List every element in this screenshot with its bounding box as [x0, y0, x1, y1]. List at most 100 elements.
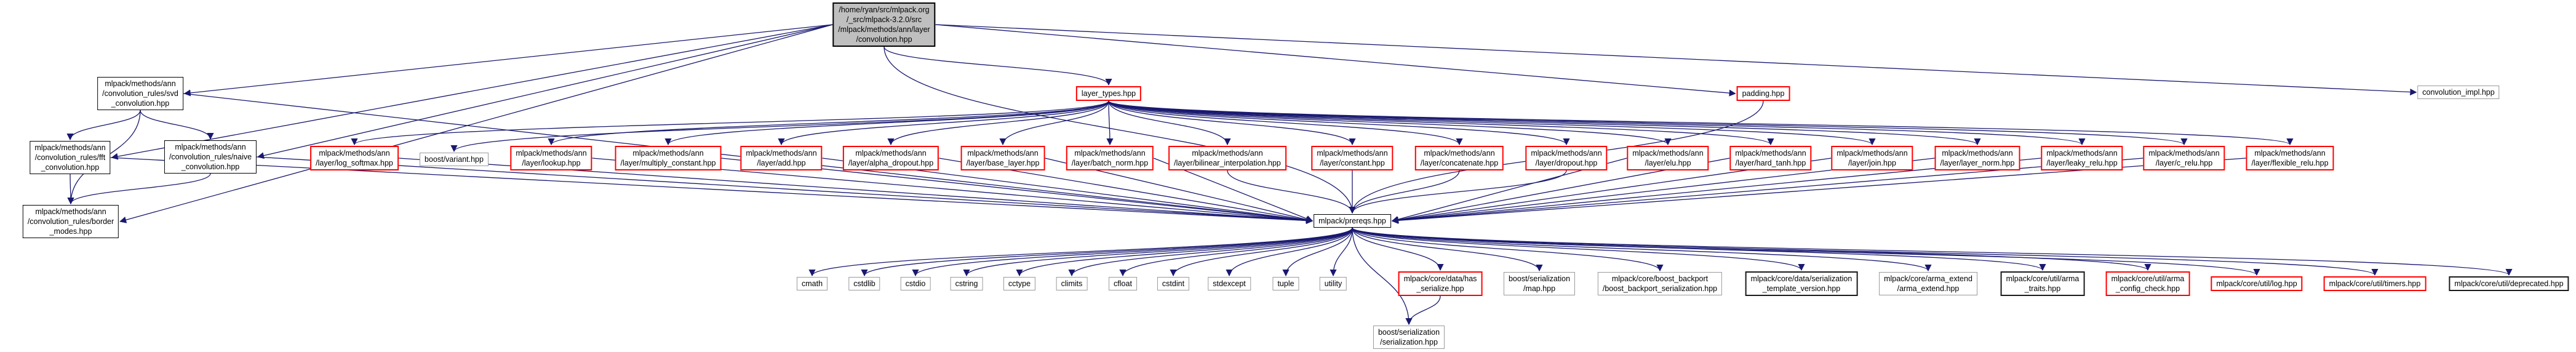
node-svd_convolution[interactable]: mlpack/methods/ann /convolution_rules/sv…	[97, 77, 183, 110]
node-boost_variant[interactable]: boost/variant.hpp	[420, 153, 488, 166]
node-border_modes[interactable]: mlpack/methods/ann /convolution_rules/bo…	[22, 205, 119, 238]
node-boost_serialization[interactable]: boost/serialization /serialization.hpp	[1373, 326, 1445, 349]
node-serialization_map[interactable]: boost/serialization /map.hpp	[1503, 272, 1576, 295]
edge-convolution-to-naive_convolution	[257, 24, 833, 159]
edge-has_serialize-to-boost_serialization	[1405, 295, 1441, 326]
edge-svd_convolution-to-fft_convolution	[66, 110, 141, 141]
edge-layer_types-to-bilinear_interpolation	[1108, 100, 1231, 146]
edge-convolution-to-fft_convolution	[111, 24, 833, 160]
node-layer_types[interactable]: layer_types.hpp	[1075, 86, 1142, 101]
node-arma_extend[interactable]: mlpack/core/arma_extend /arma_extend.hpp	[1879, 272, 1977, 295]
node-elu[interactable]: mlpack/methods/ann /layer/elu.hpp	[1627, 146, 1709, 170]
node-bilinear_interpolation[interactable]: mlpack/methods/ann /layer/bilinear_inter…	[1168, 146, 1286, 170]
node-c_relu[interactable]: mlpack/methods/ann /layer/c_relu.hpp	[2143, 146, 2225, 170]
edge-prereqs-to-timers	[1352, 227, 2379, 276]
node-prereqs[interactable]: mlpack/prereqs.hpp	[1314, 214, 1391, 228]
node-multiply_constant[interactable]: mlpack/methods/ann /layer/multiply_const…	[615, 146, 722, 170]
edge-layer_types-to-elu	[1108, 100, 1672, 146]
node-boost_backport[interactable]: mlpack/core/boost_backport /boost_backpo…	[1597, 272, 1723, 295]
node-concatenate[interactable]: mlpack/methods/ann /layer/concatenate.hp…	[1414, 146, 1504, 170]
edge-prereqs-to-has_serialize	[1352, 227, 1444, 271]
edge-prereqs-to-cfloat	[1119, 227, 1353, 277]
edge-prereqs-to-arma_extend	[1352, 227, 1932, 272]
edge-prereqs-to-cctype	[1016, 227, 1353, 277]
node-cstdint[interactable]: cstdint	[1157, 277, 1190, 290]
node-flexible_relu[interactable]: mlpack/methods/ann /layer/flexible_relu.…	[2246, 146, 2334, 170]
node-cfloat[interactable]: cfloat	[1109, 277, 1137, 290]
node-arma_traits[interactable]: mlpack/core/util/arma _traits.hpp	[2000, 271, 2085, 296]
edge-layer_types-to-log_softmax	[351, 100, 1109, 146]
edge-layer_types-to-concatenate	[1108, 100, 1463, 146]
edge-prereqs-to-climits	[1068, 227, 1353, 277]
edge-layer_types-to-constant	[1108, 100, 1356, 146]
node-utility[interactable]: utility	[1319, 277, 1347, 290]
node-cstdio[interactable]: cstdio	[900, 277, 931, 290]
edge-prereqs-to-log	[1352, 227, 2260, 276]
edge-layer_types-to-alpha_dropout	[887, 100, 1109, 146]
node-batch_norm[interactable]: mlpack/methods/ann /layer/batch_norm.hpp	[1066, 146, 1154, 170]
node-join[interactable]: mlpack/methods/ann /layer/join.hpp	[1831, 146, 1913, 170]
edge-leaky_relu-to-prereqs	[1391, 158, 2041, 224]
edge-naive_convolution-to-prereqs	[257, 156, 1314, 224]
edge-convolution-to-prereqs	[883, 46, 1356, 214]
edge-convolution-to-border_modes	[119, 24, 833, 223]
node-deprecated[interactable]: mlpack/core/util/deprecated.hpp	[2449, 276, 2569, 291]
node-convolution[interactable]: /home/ryan/src/mlpack.org /_src/mlpack-3…	[832, 2, 936, 47]
edge-layer_types-to-flexible_relu	[1108, 100, 2293, 146]
node-tuple[interactable]: tuple	[1272, 277, 1299, 290]
node-cstring[interactable]: cstring	[950, 277, 983, 290]
node-dropout[interactable]: mlpack/methods/ann /layer/dropout.hpp	[1525, 146, 1608, 170]
edge-prereqs-to-cstring	[963, 227, 1353, 277]
node-naive_convolution[interactable]: mlpack/methods/ann /convolution_rules/na…	[164, 140, 257, 174]
node-padding[interactable]: padding.hpp	[1736, 86, 1790, 101]
node-cstdlib[interactable]: cstdlib	[848, 277, 880, 290]
node-cmath[interactable]: cmath	[796, 277, 828, 290]
node-cctype[interactable]: cctype	[1003, 277, 1036, 290]
edge-layer_types-to-dropout	[1108, 100, 1570, 146]
node-fft_convolution[interactable]: mlpack/methods/ann /convolution_rules/ff…	[30, 141, 111, 174]
edge-concatenate-to-prereqs	[1349, 170, 1460, 214]
node-constant[interactable]: mlpack/methods/ann /layer/constant.hpp	[1311, 146, 1394, 170]
edge-prereqs-to-tuple	[1282, 227, 1353, 277]
edge-prereqs-to-utility	[1330, 227, 1353, 277]
node-timers[interactable]: mlpack/core/util/timers.hpp	[2323, 276, 2426, 291]
node-climits[interactable]: climits	[1056, 277, 1088, 290]
node-arma_config_check[interactable]: mlpack/core/util/arma _config_check.hpp	[2105, 271, 2190, 296]
node-layer_norm[interactable]: mlpack/methods/ann /layer/layer_norm.hpp	[1934, 146, 2020, 170]
node-hard_tanh[interactable]: mlpack/methods/ann /layer/hard_tanh.hpp	[1729, 146, 1812, 170]
edge-layer_types-to-add	[778, 100, 1109, 146]
node-stdexcept[interactable]: stdexcept	[1208, 277, 1251, 290]
edge-naive_convolution-to-border_modes	[67, 173, 211, 205]
edge-prereqs-to-boost_serialization	[1352, 227, 1413, 326]
node-add[interactable]: mlpack/methods/ann /layer/add.hpp	[740, 146, 823, 170]
edge-prereqs-to-cstdio	[912, 227, 1353, 277]
edge-layer_types-to-multiply_constant	[664, 100, 1109, 146]
edge-layer_types-to-base_layer	[999, 100, 1109, 146]
edge-prereqs-to-deprecated	[1352, 227, 2513, 276]
node-serialization_template_version[interactable]: mlpack/core/data/serialization _template…	[1745, 271, 1858, 296]
node-log[interactable]: mlpack/core/util/log.hpp	[2211, 276, 2303, 291]
edge-layer_types-to-batch_norm	[1106, 100, 1114, 146]
edge-prereqs-to-boost_backport	[1352, 227, 1664, 272]
edge-dropout-to-prereqs	[1349, 170, 1567, 214]
edge-svd_convolution-to-naive_convolution	[140, 110, 214, 140]
edge-prereqs-to-cstdlib	[861, 227, 1353, 277]
edge-layer_types-to-layer_norm	[1108, 100, 1981, 146]
edge-prereqs-to-serialization_template_version	[1352, 227, 1805, 271]
edge-layer_types-to-c_relu	[1108, 100, 2188, 146]
edge-prereqs-to-arma_traits	[1352, 227, 2046, 271]
node-convolution_impl[interactable]: convolution_impl.hpp	[2417, 86, 2500, 99]
edge-fft_convolution-to-border_modes	[67, 174, 74, 205]
node-log_softmax[interactable]: mlpack/methods/ann /layer/log_softmax.hp…	[310, 146, 399, 170]
node-alpha_dropout[interactable]: mlpack/methods/ann /layer/alpha_dropout.…	[842, 146, 939, 170]
edge-convolution-to-svd_convolution	[183, 24, 833, 97]
edge-bilinear_interpolation-to-prereqs	[1227, 170, 1356, 214]
node-base_layer[interactable]: mlpack/methods/ann /layer/base_layer.hpp	[960, 146, 1045, 170]
node-leaky_relu[interactable]: mlpack/methods/ann /layer/leaky_relu.hpp	[2041, 146, 2123, 170]
node-lookup[interactable]: mlpack/methods/ann /layer/lookup.hpp	[510, 146, 592, 170]
node-has_serialize[interactable]: mlpack/core/data/has _serialize.hpp	[1398, 271, 1483, 296]
edge-prereqs-to-serialization_map	[1352, 227, 1543, 272]
edge-convolution-to-padding	[935, 24, 1736, 97]
